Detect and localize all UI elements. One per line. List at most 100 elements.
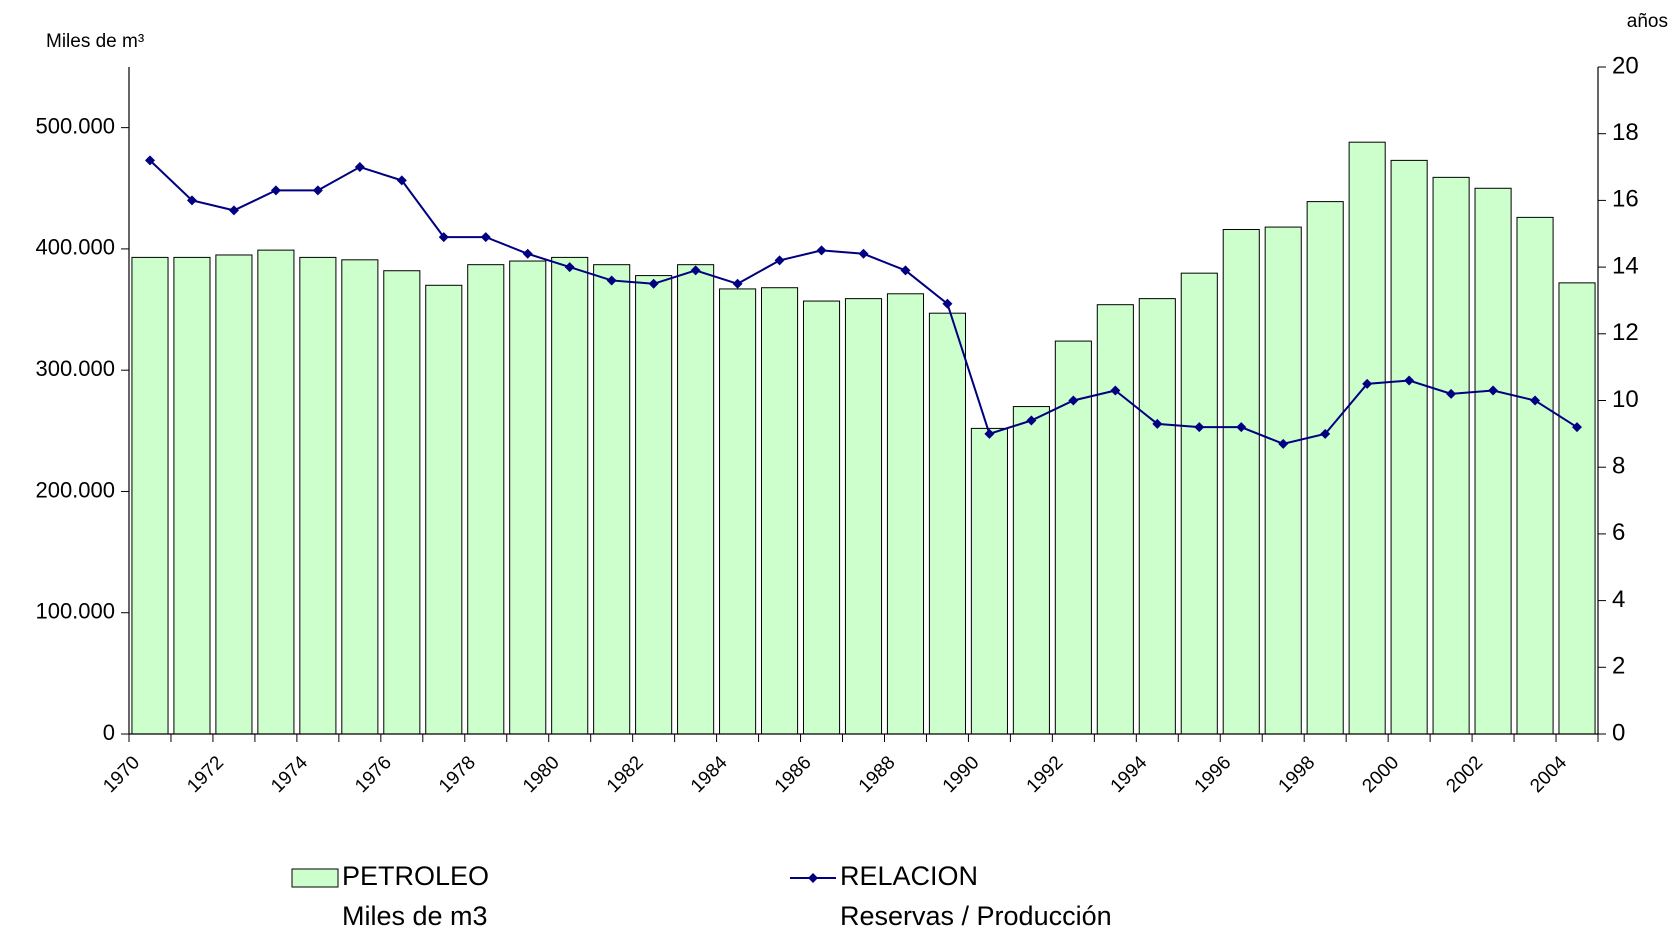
marker xyxy=(690,265,701,276)
bar xyxy=(677,264,715,735)
y2-tick-label: 0 xyxy=(1612,719,1625,746)
marker xyxy=(1530,395,1541,406)
marker xyxy=(732,278,743,289)
marker xyxy=(1152,418,1163,429)
x-tick-label: 1998 xyxy=(1275,752,1320,797)
legend-marker xyxy=(808,873,818,883)
bar xyxy=(215,254,253,735)
x-tick-label: 1996 xyxy=(1191,752,1236,797)
bar xyxy=(886,293,925,735)
bar xyxy=(719,288,757,735)
y2-tick-label: 10 xyxy=(1612,386,1639,413)
bar xyxy=(1516,216,1554,735)
bar xyxy=(844,298,883,735)
bar xyxy=(383,270,421,735)
bar xyxy=(593,264,631,735)
x-tick-label: 2004 xyxy=(1526,752,1571,797)
y-tick-label: 300.000 xyxy=(35,356,115,381)
marker xyxy=(774,255,785,266)
bar xyxy=(425,284,463,735)
marker xyxy=(816,245,827,256)
y2-tick-label: 6 xyxy=(1612,519,1625,546)
marker xyxy=(1236,422,1247,433)
y2-tick-label: 8 xyxy=(1612,453,1625,480)
x-tick-label: 1982 xyxy=(603,752,648,797)
bar xyxy=(551,256,589,735)
x-tick-label: 1990 xyxy=(939,752,984,797)
marker xyxy=(1488,385,1499,396)
x-tick-label: 1970 xyxy=(99,752,144,797)
y2-tick-label: 14 xyxy=(1612,252,1639,279)
marker xyxy=(564,262,575,273)
x-tick-label: 1974 xyxy=(267,752,312,797)
legend-label: PETROLEO xyxy=(342,861,489,891)
x-tick-label: 1986 xyxy=(771,752,816,797)
marker xyxy=(1068,395,1079,406)
y2-tick-label: 20 xyxy=(1612,52,1639,79)
y-tick-label: 200.000 xyxy=(35,477,115,502)
y2-tick-label: 4 xyxy=(1612,586,1625,613)
legend-swatch xyxy=(291,868,339,888)
x-tick-label: 1980 xyxy=(519,752,564,797)
y-axis-label: Miles de m³ xyxy=(46,31,144,52)
x-tick-label: 1984 xyxy=(687,752,732,797)
bar xyxy=(761,287,799,735)
y-tick-label: 0 xyxy=(103,720,115,745)
marker xyxy=(480,232,491,243)
bar xyxy=(802,300,841,735)
bar xyxy=(1264,226,1302,735)
bar xyxy=(1222,229,1260,735)
bar xyxy=(1138,298,1176,735)
bar xyxy=(509,260,547,735)
marker xyxy=(1194,422,1205,433)
marker xyxy=(606,275,617,286)
marker xyxy=(942,298,953,309)
marker xyxy=(270,185,281,196)
x-tick-label: 1978 xyxy=(435,752,480,797)
bar xyxy=(1180,272,1218,735)
marker xyxy=(1446,388,1457,399)
bar xyxy=(1348,141,1386,735)
marker xyxy=(900,265,911,276)
marker xyxy=(228,205,239,216)
bar xyxy=(467,264,505,735)
bar xyxy=(299,256,337,735)
x-tick-label: 1994 xyxy=(1107,752,1152,797)
legend-description: Miles de m3 xyxy=(342,901,488,927)
marker xyxy=(186,195,197,206)
marker xyxy=(858,248,869,259)
marker xyxy=(522,248,533,259)
bar xyxy=(1306,201,1344,735)
bar xyxy=(1474,187,1512,735)
x-tick-label: 1988 xyxy=(855,752,900,797)
y2-tick-label: 18 xyxy=(1612,119,1639,146)
x-tick-label: 2000 xyxy=(1358,752,1403,797)
marker xyxy=(1572,422,1583,433)
bar xyxy=(970,427,1008,735)
x-tick-label: 1972 xyxy=(183,752,228,797)
bar xyxy=(257,249,295,735)
marker xyxy=(984,428,995,439)
x-tick-label: 2002 xyxy=(1442,752,1487,797)
y2-tick-label: 2 xyxy=(1612,653,1625,680)
bar xyxy=(341,259,379,735)
x-tick-label: 1992 xyxy=(1023,752,1068,797)
bar xyxy=(635,275,673,735)
bar xyxy=(1432,176,1470,735)
bar xyxy=(1012,406,1050,735)
marker xyxy=(1110,385,1121,396)
bar xyxy=(928,312,966,735)
marker xyxy=(354,162,365,173)
y-tick-label: 500.000 xyxy=(35,113,115,138)
y-tick-label: 400.000 xyxy=(35,235,115,260)
marker xyxy=(144,155,155,166)
marker xyxy=(1362,378,1373,389)
bar xyxy=(131,256,169,735)
marker xyxy=(438,232,449,243)
marker xyxy=(648,278,659,289)
bar xyxy=(1096,304,1134,735)
marker xyxy=(1278,438,1289,449)
bar xyxy=(173,256,211,735)
x-tick-label: 1976 xyxy=(351,752,396,797)
